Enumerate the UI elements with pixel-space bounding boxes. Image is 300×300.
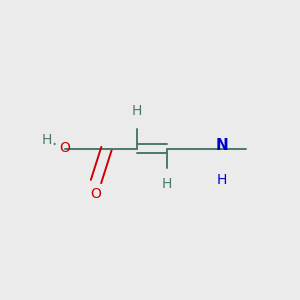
Text: O: O xyxy=(59,142,70,155)
Text: N: N xyxy=(216,138,228,153)
Text: H: H xyxy=(161,178,172,191)
Text: H: H xyxy=(41,133,52,147)
Text: H: H xyxy=(217,173,227,187)
Text: H: H xyxy=(131,104,142,118)
Text: .: . xyxy=(51,131,57,149)
Text: O: O xyxy=(91,187,101,200)
